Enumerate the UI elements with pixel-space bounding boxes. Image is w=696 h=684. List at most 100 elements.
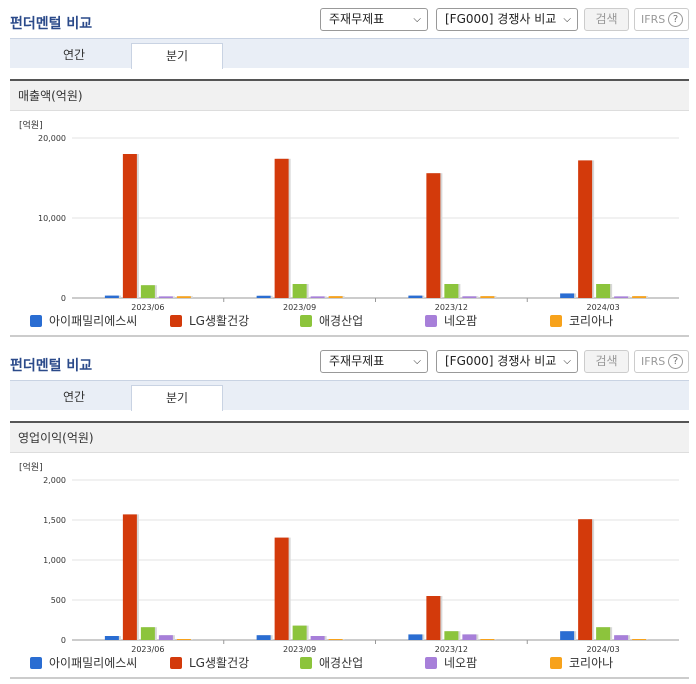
bar-chart-operating-profit: 0 500 1,000 1,500 2,000 2023/06 2023/09 2023/12… (43, 476, 679, 654)
tab-annual[interactable]: 연간 (62, 48, 86, 62)
chevron-down-icon: ⌵ (413, 356, 421, 367)
bar (328, 296, 343, 298)
help-icon: ? (668, 12, 683, 27)
bar (632, 639, 647, 640)
y-tick-label: 0 (61, 636, 66, 645)
legend-label: 네오팜 (444, 656, 478, 670)
period-tabs: 연간 분기 (10, 38, 689, 69)
legend-label: LG생활건강 (189, 314, 250, 328)
legend-swatch (300, 315, 312, 327)
bar (462, 296, 477, 298)
bar (426, 173, 441, 298)
bar (176, 639, 191, 640)
compare-select-value: [FG000] 경쟁사 비교 (445, 354, 557, 368)
statement-select[interactable]: 주재무제표 ⌵ (320, 350, 428, 373)
bar (104, 636, 119, 640)
y-tick-label: 1,500 (43, 516, 66, 525)
y-tick-label: 20,000 (38, 134, 66, 143)
bar (310, 296, 325, 298)
ifrs-label: IFRS (641, 13, 666, 26)
x-tick-label: 2023/09 (283, 303, 316, 312)
legend-swatch (170, 657, 182, 669)
x-tick-label: 2024/03 (587, 303, 620, 312)
bar (158, 296, 173, 298)
bar (310, 636, 325, 640)
bar (104, 295, 119, 298)
ifrs-button[interactable]: IFRS ? (634, 350, 689, 373)
bar (560, 293, 575, 298)
bar (462, 634, 477, 640)
x-tick-label: 2023/06 (131, 303, 164, 312)
bar (328, 639, 343, 640)
y-tick-label: 10,000 (38, 214, 66, 223)
bar (614, 635, 629, 640)
legend-swatch (300, 657, 312, 669)
x-tick-label: 2023/09 (283, 645, 316, 654)
legend-label: LG생활건강 (189, 656, 250, 670)
bar (578, 160, 593, 298)
legend-label: 아이패밀리에스씨 (49, 314, 138, 328)
compare-select[interactable]: [FG000] 경쟁사 비교 ⌵ (436, 8, 578, 31)
period-tabs: 연간 분기 (10, 380, 689, 411)
legend-label: 아이패밀리에스씨 (49, 656, 138, 670)
bar (122, 514, 137, 640)
bar (292, 625, 307, 640)
legend-label: 네오팜 (444, 314, 478, 328)
bar (444, 284, 459, 298)
chevron-down-icon: ⌵ (563, 356, 571, 367)
bar (274, 537, 289, 640)
x-tick-label: 2023/06 (131, 645, 164, 654)
fundamental-panel-operating-profit: 펀더멘털 비교 주재무제표 ⌵ [FG000] 경쟁사 비교 ⌵ 검색 IFRS… (0, 342, 696, 684)
bar (292, 284, 307, 298)
legend-swatch (30, 315, 42, 327)
statement-select-value: 주재무제표 (329, 12, 385, 26)
bar (140, 285, 155, 298)
panel-title: 펀더멘털 비교 (10, 16, 93, 32)
chart-legend: 아이패밀리에스씨 LG생활건강 애경산업 네오팜 코리아나 (30, 313, 670, 329)
compare-select-value: [FG000] 경쟁사 비교 (445, 12, 557, 26)
statement-select[interactable]: 주재무제표 ⌵ (320, 8, 428, 31)
bar (158, 635, 173, 640)
bar (560, 631, 575, 640)
search-button[interactable]: 검색 (584, 8, 629, 31)
search-button[interactable]: 검색 (584, 350, 629, 373)
legend-label: 코리아나 (569, 314, 614, 328)
bar (596, 284, 611, 298)
bar (256, 295, 271, 298)
y-tick-label: 0 (61, 294, 66, 303)
y-tick-label: 1,000 (43, 556, 66, 565)
x-tick-label: 2023/12 (435, 303, 468, 312)
tab-annual[interactable]: 연간 (62, 390, 86, 404)
bar (596, 627, 611, 640)
chart-legend: 아이패밀리에스씨 LG생활건강 애경산업 네오팜 코리아나 (30, 655, 670, 671)
bar-chart-sales: 0 10,000 20,000 2023/06 2023/09 2023/12 2024/0… (38, 134, 679, 312)
legend-label: 코리아나 (569, 656, 614, 670)
tab-quarterly[interactable]: 분기 (131, 385, 223, 411)
legend-label: 애경산업 (319, 314, 364, 328)
chart-unit-label: [억원] (19, 463, 43, 473)
fundamental-panel-sales: 펀더멘털 비교 주재무제표 ⌵ [FG000] 경쟁사 비교 ⌵ 검색 IFRS… (10, 8, 689, 337)
bar (176, 296, 191, 298)
legend-swatch (550, 315, 562, 327)
panel-title: 펀더멘털 비교 (10, 358, 93, 374)
legend-swatch (425, 657, 437, 669)
bar (632, 296, 647, 298)
bar (408, 295, 423, 298)
x-tick-label: 2024/03 (587, 645, 620, 654)
chart-unit-label: [억원] (19, 121, 43, 131)
ifrs-button[interactable]: IFRS ? (634, 8, 689, 31)
bar (480, 639, 495, 640)
bar (140, 627, 155, 640)
compare-select[interactable]: [FG000] 경쟁사 비교 ⌵ (436, 350, 578, 373)
tab-quarterly[interactable]: 분기 (131, 43, 223, 69)
bar (122, 154, 137, 298)
x-tick-label: 2023/12 (435, 645, 468, 654)
y-tick-label: 2,000 (43, 476, 66, 485)
chart-container: 매출액(억원) [억원] 0 10,000 20,000 2023/06 2023/09… (10, 79, 689, 337)
chevron-down-icon: ⌵ (413, 14, 421, 25)
legend-swatch (550, 657, 562, 669)
bar (480, 296, 495, 298)
legend-swatch (425, 315, 437, 327)
bar (426, 596, 441, 640)
bar (256, 635, 271, 640)
